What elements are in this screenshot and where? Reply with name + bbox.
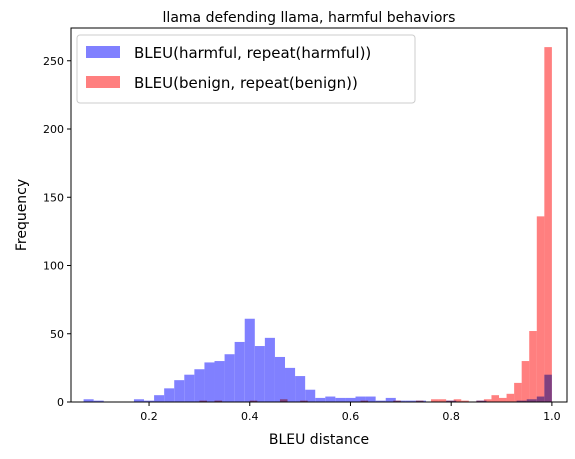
- plot-frame: [70, 27, 568, 403]
- histogram-bar-benign-13: [476, 400, 484, 402]
- legend: BLEU(harmful, repeat(harmful)) BLEU(beni…: [76, 34, 416, 104]
- histogram-bar-harmful-23: [345, 397, 356, 402]
- histogram-bar-benign-0: [199, 400, 207, 402]
- plot-bars: [83, 47, 552, 403]
- histogram-bar-benign-5: [360, 400, 369, 402]
- histogram-bar-harmful-14: [254, 346, 265, 402]
- histogram-bar-benign-14: [483, 399, 492, 402]
- x-tick-label: 0.8: [442, 410, 460, 423]
- y-axis-label: Frequency: [14, 179, 30, 251]
- histogram-bar-benign-21: [536, 216, 545, 402]
- histogram-bar-harmful-26: [375, 400, 386, 402]
- histogram-bar-harmful-22: [335, 397, 346, 402]
- histogram-bar-benign-6: [393, 400, 401, 402]
- histogram-bar-harmful-4: [154, 395, 165, 402]
- histogram-bar-harmful-6: [174, 380, 185, 402]
- histogram-bar-harmful-3: [144, 400, 155, 402]
- histogram-bar-harmful-29: [405, 400, 416, 402]
- histogram-bar-harmful-9: [204, 362, 215, 402]
- histogram-bar-harmful-13: [244, 318, 255, 402]
- histogram-bar-harmful-24: [355, 396, 366, 402]
- y-tick-label: 100: [43, 260, 64, 273]
- y-tick-label: 0: [57, 396, 64, 409]
- y-tick-label: 200: [43, 123, 64, 136]
- y-axis: 0 50 100 150 200 250: [43, 55, 71, 409]
- histogram-bar-harmful-0: [83, 399, 94, 402]
- y-tick-label: 250: [43, 55, 64, 68]
- chart-title: llama defending llama, harmful behaviors: [163, 10, 456, 26]
- histogram-bar-benign-10: [446, 400, 454, 402]
- legend-swatch-benign: [86, 76, 120, 88]
- histogram-bar-harmful-1: [93, 400, 104, 402]
- histogram-bar-harmful-27: [385, 397, 396, 402]
- histogram-bar-harmful-15: [264, 337, 275, 402]
- histogram-bar-harmful-7: [184, 374, 195, 402]
- histogram-bar-harmful-10: [214, 361, 225, 402]
- histogram-bar-benign-12: [461, 400, 469, 402]
- histogram-bar-harmful-8: [194, 369, 205, 402]
- histogram-bar-harmful-16: [274, 356, 286, 402]
- histogram-bar-harmful-21: [325, 396, 336, 402]
- histogram-bar-harmful-25: [365, 396, 376, 402]
- histogram-bar-benign-2: [249, 400, 258, 402]
- histogram-bar-harmful-17: [285, 367, 296, 402]
- histogram-bar-harmful-19: [305, 389, 316, 402]
- x-tick-label: 0.2: [140, 410, 158, 423]
- legend-swatch-harmful: [86, 46, 120, 58]
- histogram-bar-benign-7: [415, 400, 424, 402]
- histogram-bar-benign-3: [279, 399, 288, 402]
- histogram-bar-benign-22: [544, 47, 552, 403]
- histogram-bar-harmful-5: [164, 388, 175, 402]
- histogram-bar-benign-4: [300, 400, 308, 402]
- histogram-bar-benign-17: [506, 393, 515, 402]
- histogram-bar-harmful-20: [315, 397, 326, 402]
- histogram-bar-harmful-28: [395, 400, 406, 402]
- histogram-bar-harmful-11: [224, 354, 235, 402]
- x-tick-label: 0.4: [241, 410, 259, 423]
- x-tick-label: 0.6: [342, 410, 360, 423]
- histogram-bar-benign-19: [521, 361, 530, 402]
- legend-label-harmful: BLEU(harmful, repeat(harmful)): [134, 44, 371, 62]
- x-axis-label: BLEU distance: [269, 432, 369, 448]
- legend-label-benign: BLEU(benign, repeat(benign)): [134, 74, 358, 92]
- histogram-bar-benign-18: [514, 382, 522, 402]
- x-axis: 0.2 0.4 0.6 0.8 1.0: [140, 402, 561, 423]
- y-tick-label: 50: [50, 328, 64, 341]
- histogram-bar-harmful-2: [133, 399, 145, 402]
- legend-box: [76, 34, 416, 104]
- histogram-bar-benign-9: [438, 399, 447, 402]
- histogram-bar-benign-11: [453, 399, 462, 402]
- histogram-bar-harmful-12: [234, 341, 245, 402]
- histogram-bar-benign-20: [529, 331, 537, 402]
- y-tick-label: 150: [43, 191, 64, 204]
- x-tick-label: 1.0: [543, 410, 561, 423]
- histogram-bar-benign-15: [491, 395, 500, 402]
- histogram-bar-harmful-18: [295, 376, 306, 402]
- histogram-bar-benign-8: [431, 399, 439, 402]
- histogram-bar-benign-16: [499, 397, 507, 402]
- histogram-bar-benign-1: [214, 400, 223, 402]
